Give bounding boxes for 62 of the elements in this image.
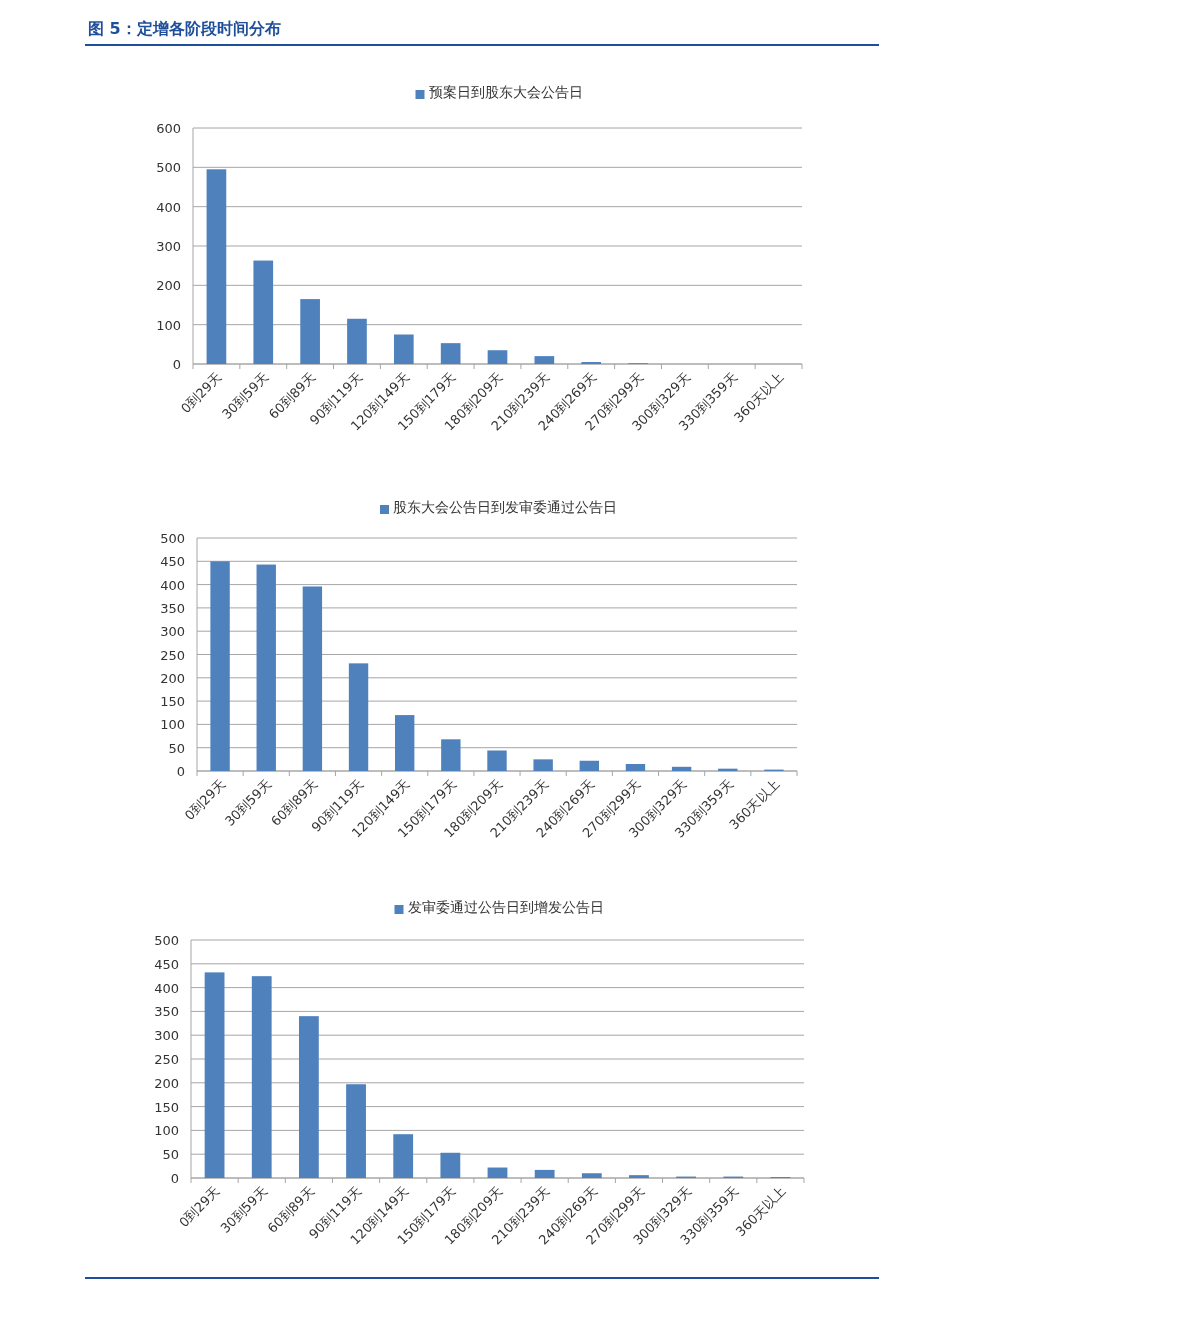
bar <box>629 1175 649 1178</box>
legend-label: 发审委通过公告日到增发公告日 <box>407 899 604 915</box>
y-tick-label: 400 <box>160 577 185 593</box>
bar <box>441 739 461 771</box>
y-tick-label: 350 <box>160 600 185 616</box>
bar <box>204 972 225 1178</box>
bar <box>393 334 414 364</box>
bar <box>348 663 369 771</box>
y-tick-label: 400 <box>156 199 181 215</box>
y-tick-label: 400 <box>154 980 179 996</box>
legend-label: 预案日到股东大会公告日 <box>428 84 583 100</box>
bar <box>298 1016 319 1178</box>
bar <box>671 766 692 771</box>
y-tick-label: 150 <box>154 1099 179 1115</box>
bar <box>210 561 230 771</box>
y-tick-label: 500 <box>154 933 179 948</box>
bar <box>487 350 508 364</box>
y-tick-label: 100 <box>160 717 185 733</box>
y-tick-label: 300 <box>156 239 181 254</box>
bar <box>625 764 646 771</box>
bar <box>533 759 553 771</box>
y-tick-label: 250 <box>154 1052 179 1067</box>
y-tick-label: 100 <box>156 317 181 333</box>
bar <box>346 1084 366 1178</box>
y-tick-label: 250 <box>160 647 185 663</box>
y-tick-label: 300 <box>154 1028 179 1044</box>
bar <box>300 299 320 364</box>
y-tick-label: 300 <box>160 624 185 640</box>
y-tick-label: 50 <box>168 740 185 756</box>
y-tick-label: 150 <box>160 694 185 710</box>
y-tick-label: 50 <box>162 1147 179 1163</box>
y-tick-label: 450 <box>154 956 179 972</box>
y-tick-label: 600 <box>156 121 181 136</box>
y-tick-label: 500 <box>160 531 185 546</box>
bar <box>347 318 367 364</box>
bar <box>440 1152 461 1178</box>
legend-label: 股东大会公告日到发审委通过公告日 <box>393 499 617 515</box>
bar <box>579 760 599 771</box>
bar <box>206 169 227 364</box>
y-tick-label: 0 <box>172 357 181 372</box>
y-tick-label: 100 <box>154 1123 179 1139</box>
bar <box>581 1173 602 1178</box>
y-tick-label: 450 <box>160 554 185 570</box>
bar <box>440 343 461 364</box>
bar <box>487 750 507 771</box>
bar <box>534 356 555 364</box>
bar <box>487 1167 508 1178</box>
chart-title: 图 5：定增各阶段时间分布 <box>88 19 281 38</box>
y-tick-label: 0 <box>176 764 185 779</box>
bar <box>256 564 276 771</box>
bar <box>302 586 323 771</box>
y-tick-label: 500 <box>156 160 181 176</box>
bar <box>393 1134 414 1178</box>
y-tick-label: 200 <box>160 670 185 686</box>
y-tick-label: 200 <box>154 1075 179 1091</box>
bar <box>251 976 272 1178</box>
bar <box>253 260 274 364</box>
y-tick-label: 0 <box>170 1171 179 1186</box>
y-tick-label: 350 <box>154 1004 179 1020</box>
bar <box>534 1169 555 1178</box>
y-tick-label: 200 <box>156 278 181 294</box>
bar <box>395 715 415 771</box>
